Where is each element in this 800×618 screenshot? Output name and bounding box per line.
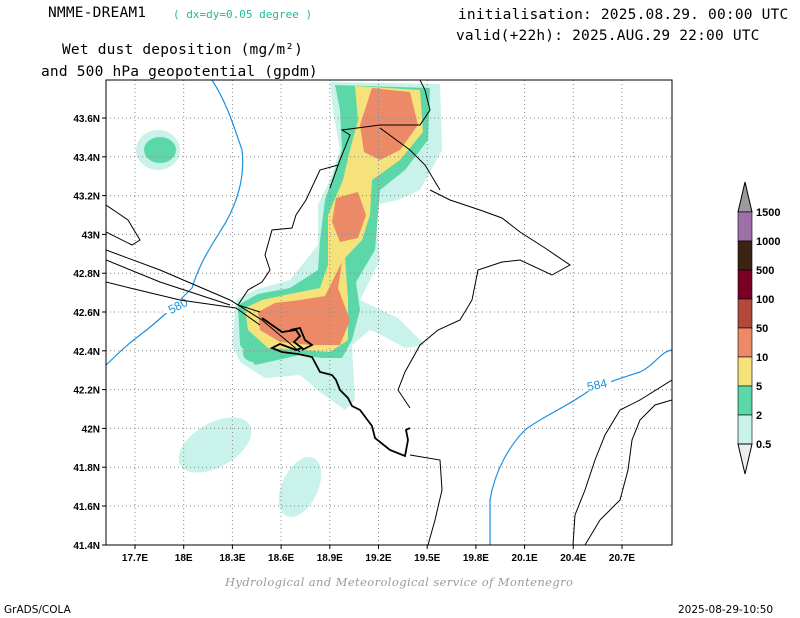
colorbar-segment (737, 414, 753, 445)
contour-label-bg-584 (583, 377, 611, 391)
colorbar-label: 500 (756, 265, 774, 277)
colorbar-segment (737, 356, 753, 387)
resolution-label: ( dx=dy=0.05 degree ) (173, 8, 313, 21)
grads-label: GrADS/COLA (4, 604, 71, 616)
contour-label-584: 584 (586, 376, 609, 394)
geopotential-contours (106, 80, 672, 545)
colorbar-label: 1500 (756, 207, 780, 219)
lat-tick-label: 41.8N (73, 463, 100, 474)
valid-time: valid(+22h): 2025.AUG.29 22:00 UTC (456, 28, 760, 44)
latitude-labels: 43.6N 43.4N 43.2N 43N 42.8N 42.6N 42.4N 42.2N 42… (73, 114, 100, 552)
lat-tick-label: 42N (82, 424, 100, 435)
coastline (261, 317, 411, 458)
colorbar-label: 50 (756, 323, 768, 335)
colorbar-segment (737, 327, 753, 358)
colorbar-label: 10 (756, 352, 768, 364)
colorbar-segment (737, 385, 753, 416)
lat-tick-label: 43.6N (73, 114, 100, 125)
lon-tick-label: 18.3E (219, 553, 245, 564)
lat-tick-label: 42.4N (73, 347, 100, 358)
lon-tick-label: 18.6E (268, 553, 294, 564)
colorbar-segment (737, 211, 753, 242)
colorbar-bottom-arrow (737, 443, 753, 475)
lat-tick-label: 43N (82, 230, 100, 241)
lon-tick-label: 18.9E (317, 553, 343, 564)
lon-tick-label: 20.1E (512, 553, 538, 564)
lon-tick-label: 18E (175, 553, 193, 564)
lat-tick-label: 41.4N (73, 541, 100, 552)
lat-tick-label: 43.2N (73, 192, 100, 203)
country-borders (106, 80, 672, 545)
lon-tick-label: 19.5E (414, 553, 440, 564)
axis-ticks (102, 117, 623, 549)
lat-tick-label: 42.6N (73, 308, 100, 319)
lat-tick-label: 42.2N (73, 386, 100, 397)
init-time: initialisation: 2025.08.29. 00:00 UTC (458, 7, 789, 23)
colorbar-label: 100 (756, 294, 774, 306)
longitude-labels: 17.7E 18E 18.3E 18.6E 18.9E 19.2E 19.5E 19.8E 20… (122, 553, 635, 564)
lon-tick-label: 20.4E (560, 553, 586, 564)
model-name: NMME-DREAM1 (48, 5, 147, 21)
colorbar-segment (737, 269, 753, 300)
colorbar-label: 5 (756, 381, 762, 393)
timestamp-label: 2025-08-29-10:50 (678, 604, 774, 616)
colorbar-segment (737, 240, 753, 271)
lon-tick-label: 19.8E (463, 553, 489, 564)
credit-line: Hydrological and Meteorological service … (225, 575, 574, 589)
lon-tick-label: 17.7E (122, 553, 148, 564)
colorbar-top-arrow (737, 181, 753, 213)
lon-tick-label: 19.2E (365, 553, 391, 564)
lat-tick-label: 43.4N (73, 153, 100, 164)
lat-tick-label: 41.6N (73, 502, 100, 513)
colorbar-label: 1000 (756, 236, 780, 248)
map-title-line1: Wet dust deposition (mg/m²) (62, 42, 304, 58)
colorbar-label: 0.5 (756, 439, 771, 451)
colorbar-label: 2 (756, 410, 762, 422)
lat-tick-label: 42.8N (73, 269, 100, 280)
map-title-line2: and 500 hPa geopotential (gpdm) (41, 64, 318, 80)
lon-tick-label: 20.7E (609, 553, 635, 564)
contour-label-bg-580 (164, 299, 192, 313)
colorbar: 1500 1000 500 100 50 10 5 2 0.5 (737, 181, 780, 475)
colorbar-segment (737, 298, 753, 329)
